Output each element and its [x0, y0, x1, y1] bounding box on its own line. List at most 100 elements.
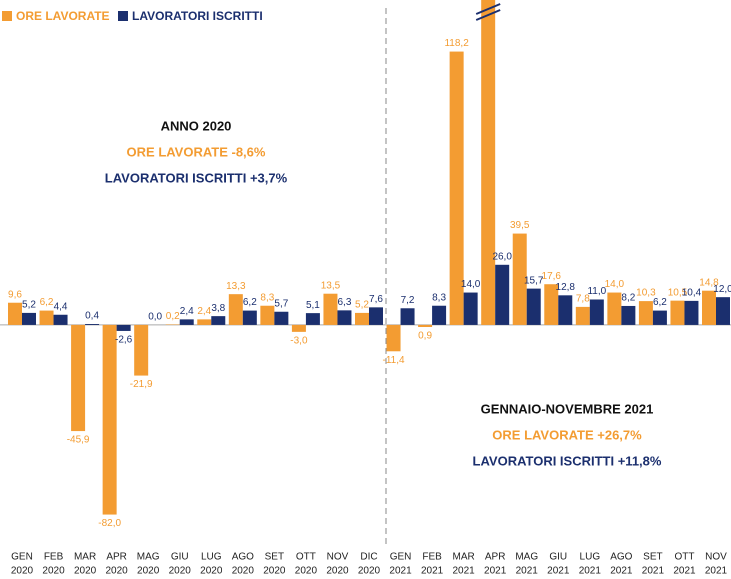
x-tick-year: 2021	[547, 566, 570, 577]
x-tick-label: SET	[643, 552, 662, 563]
bar	[512, 233, 527, 325]
bar	[305, 313, 320, 325]
bar	[134, 324, 149, 376]
bar	[386, 324, 401, 352]
x-tick-label: NOV	[327, 552, 349, 563]
bar	[369, 307, 383, 325]
x-tick-label: FEB	[422, 552, 442, 563]
x-tick-label: GEN	[11, 552, 33, 563]
value-label: 8,2	[621, 293, 635, 304]
value-label: 9,6	[8, 289, 22, 300]
x-tick-year: 2020	[263, 566, 286, 577]
value-label: 4,4	[54, 301, 68, 312]
value-label: 7,8	[576, 294, 590, 305]
bar	[621, 305, 636, 325]
value-label: 13,3	[226, 281, 246, 292]
x-tick-label: NOV	[705, 552, 727, 563]
legend-swatch	[118, 11, 128, 21]
value-label: 3,8	[211, 303, 225, 314]
value-label: 12,0	[713, 284, 731, 295]
x-tick-label: GIU	[549, 552, 567, 563]
value-label: 10,3	[636, 288, 656, 299]
value-label: 6,2	[653, 297, 667, 308]
bar	[211, 316, 226, 325]
x-tick-year: 2020	[295, 566, 318, 577]
x-tick-year: 2021	[516, 566, 539, 577]
x-tick-label: LUG	[201, 552, 222, 563]
legend-label: LAVORATORI ISCRITTI	[132, 9, 263, 23]
bar	[607, 292, 622, 325]
x-tick-label: GEN	[390, 552, 412, 563]
x-tick-label: OTT	[674, 552, 694, 563]
bar	[526, 288, 541, 325]
value-label: 5,2	[355, 300, 369, 311]
x-tick-year: 2020	[232, 566, 255, 577]
value-label: 14,0	[605, 279, 625, 290]
bar	[652, 310, 667, 325]
x-tick-label: SET	[265, 552, 284, 563]
bar	[481, 0, 496, 325]
annotation: ORE LAVORATE -8,6%	[127, 144, 266, 159]
x-tick-label: AGO	[610, 552, 632, 563]
bar	[116, 324, 131, 331]
bar	[716, 297, 730, 325]
bar	[71, 324, 86, 432]
bar	[575, 306, 590, 325]
legend-swatch	[2, 11, 12, 21]
x-tick-year: 2021	[579, 566, 602, 577]
x-tick-year: 2020	[200, 566, 223, 577]
x-tick-label: APR	[106, 552, 127, 563]
value-label: 14,0	[461, 279, 481, 290]
x-tick-year: 2020	[358, 566, 381, 577]
x-tick-year: 2021	[673, 566, 696, 577]
x-tick-label: DIC	[360, 552, 377, 563]
bar	[702, 290, 716, 325]
x-tick-year: 2020	[11, 566, 34, 577]
bar	[355, 312, 369, 325]
annotation: LAVORATORI ISCRITTI +11,8%	[473, 453, 662, 468]
x-tick-year: 2021	[389, 566, 412, 577]
bar	[638, 301, 653, 325]
bar	[670, 300, 685, 325]
value-label: 26,0	[492, 251, 512, 262]
annotation-title: GENNAIO-NOVEMBRE 2021	[481, 401, 654, 416]
x-tick-year: 2021	[484, 566, 507, 577]
value-label: -11,4	[383, 355, 405, 366]
x-tick-label: MAG	[515, 552, 538, 563]
bar	[495, 264, 510, 325]
annotation-title: ANNO 2020	[161, 118, 232, 133]
x-tick-label: FEB	[44, 552, 64, 563]
x-tick-label: LUG	[580, 552, 601, 563]
x-tick-year: 2020	[74, 566, 97, 577]
legend-label: ORE LAVORATE	[16, 9, 110, 23]
value-label: 0,9	[418, 331, 432, 342]
value-label: 14,8	[699, 277, 719, 288]
value-label: 0,4	[85, 311, 99, 322]
bar	[260, 305, 275, 325]
value-label: -82,0	[98, 518, 121, 529]
x-tick-year: 2021	[453, 566, 476, 577]
bar	[242, 310, 257, 325]
bar	[337, 310, 352, 325]
break-mark	[475, 3, 501, 15]
value-label: 6,2	[243, 297, 257, 308]
x-tick-year: 2021	[610, 566, 633, 577]
value-label: 13,5	[321, 280, 341, 291]
value-label: 2,4	[180, 306, 194, 317]
x-tick-label: OTT	[296, 552, 316, 563]
bar	[449, 51, 464, 325]
x-tick-year: 2021	[421, 566, 444, 577]
x-tick-label: MAR	[453, 552, 475, 563]
value-label: 15,7	[524, 275, 544, 286]
bar	[400, 308, 415, 325]
annotation: LAVORATORI ISCRITTI +3,7%	[105, 170, 288, 185]
bar	[228, 294, 243, 325]
bar	[179, 319, 194, 325]
bar	[39, 310, 54, 325]
value-label: 5,7	[274, 298, 288, 309]
bar	[102, 324, 117, 515]
annotation: ORE LAVORATE +26,7%	[492, 427, 642, 442]
x-tick-year: 2020	[169, 566, 192, 577]
bar	[544, 284, 559, 325]
